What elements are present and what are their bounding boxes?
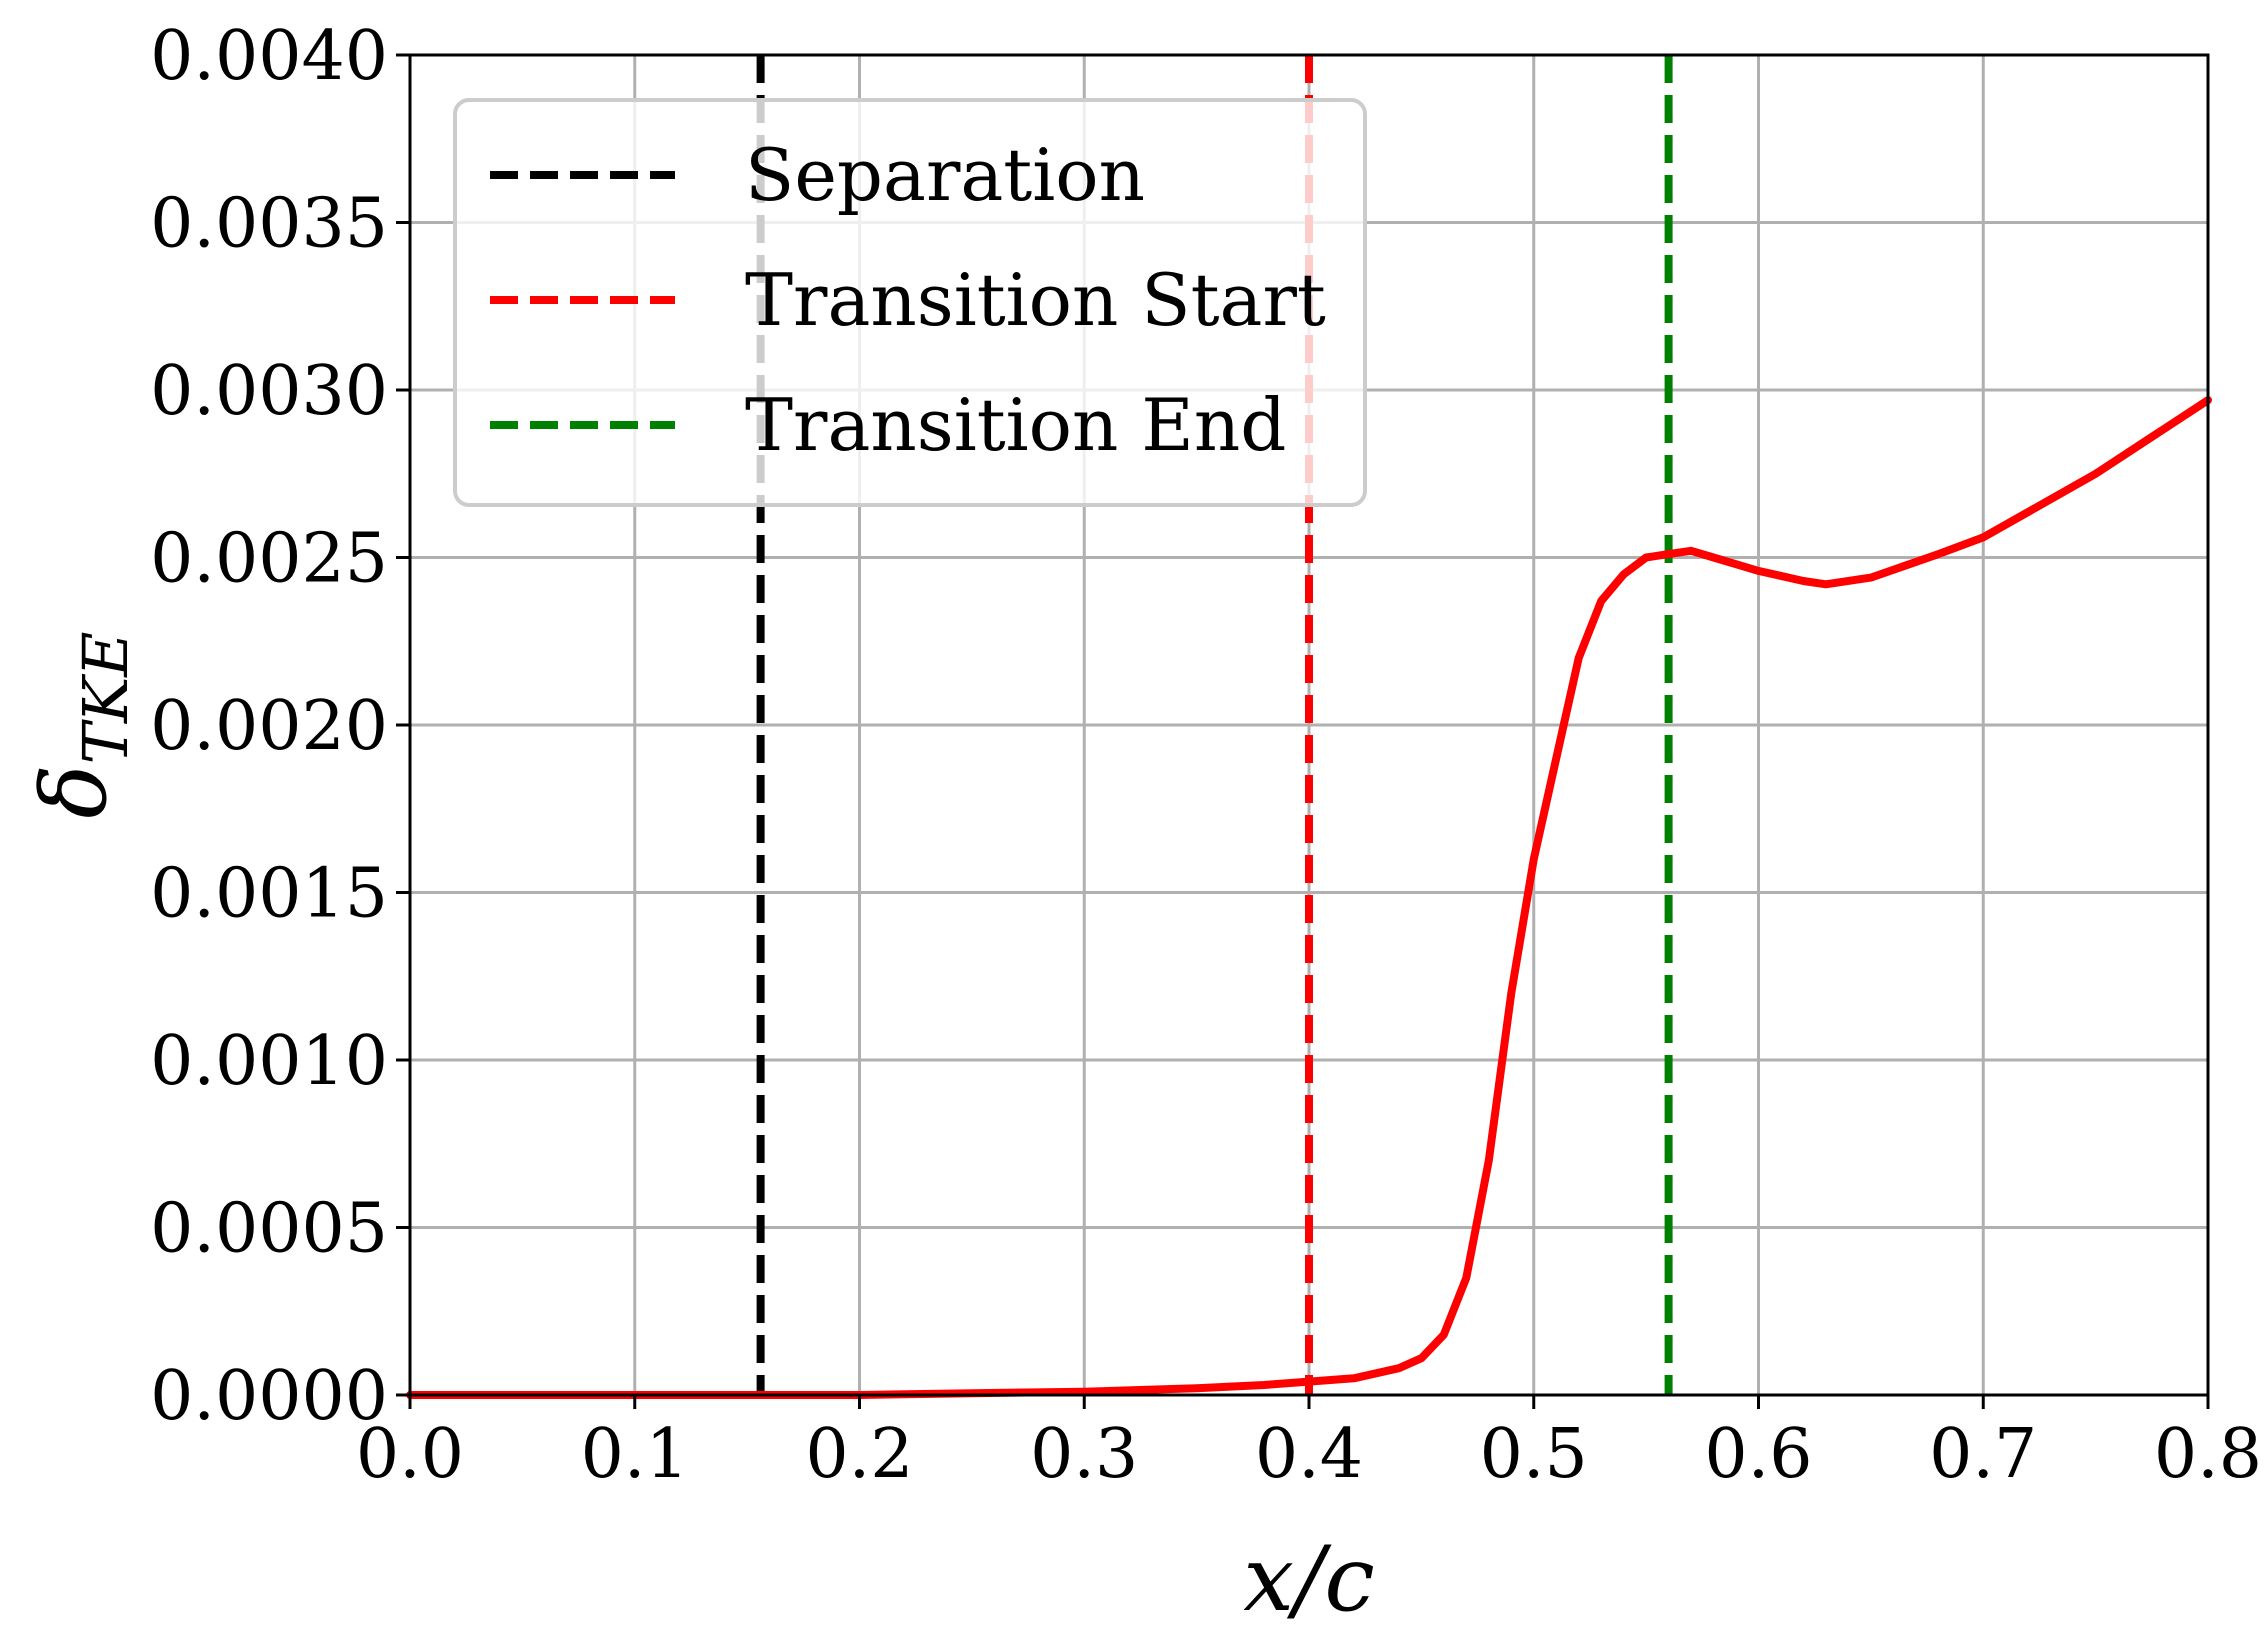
y-tick-label: 0.0030 [150,352,388,431]
x-tick-label: 0.3 [1030,1415,1138,1494]
legend-box [453,98,1367,507]
y-axis-ticks: 0.0000 0.0005 0.0010 0.0015 0.0020 0.0025 0.00… [150,17,410,1436]
x-tick-label: 0.5 [1480,1415,1588,1494]
y-axis-label-text: δTKE [22,631,142,818]
series-line-0 [406,396,2212,1399]
x-axis-label-text: x/c [1243,1527,1374,1632]
x-tick-label: 0.8 [2154,1415,2262,1494]
y-axis-label-main: δ [22,764,127,818]
x-tick-label: 0.7 [1929,1415,2037,1494]
x-tick-label: 0.4 [1255,1415,1363,1494]
y-tick-label: 0.0040 [150,17,388,96]
y-tick-label: 0.0015 [150,855,388,934]
x-tick-label: 0.6 [1704,1415,1812,1494]
y-tick-label: 0.0020 [150,687,388,766]
legend-label: Transition Start [745,258,1326,342]
y-tick-label: 0.0000 [150,1357,388,1436]
y-tick-label: 0.0010 [150,1022,388,1101]
x-tick-label: 0.2 [805,1415,913,1494]
y-axis-label: δTKE [22,631,142,818]
series-layer [406,396,2212,1399]
legend-label: Separation [745,133,1145,217]
y-tick-label: 0.0035 [150,185,388,264]
y-axis-label-sub: TKE [69,631,142,764]
legend-label: Transition End [745,383,1286,467]
y-tick-label: 0.0025 [150,520,388,599]
x-tick-label: 0.1 [581,1415,689,1494]
y-tick-label: 0.0005 [150,1190,388,1269]
x-axis-ticks: 0.0 0.1 0.2 0.3 0.4 0.5 0.6 0.7 0.8 [356,1395,2262,1494]
x-axis-label: x/c [1243,1527,1374,1632]
legend: Separation Transition Start Transition End [453,98,1367,507]
x-tick-label: 0.0 [356,1415,464,1494]
